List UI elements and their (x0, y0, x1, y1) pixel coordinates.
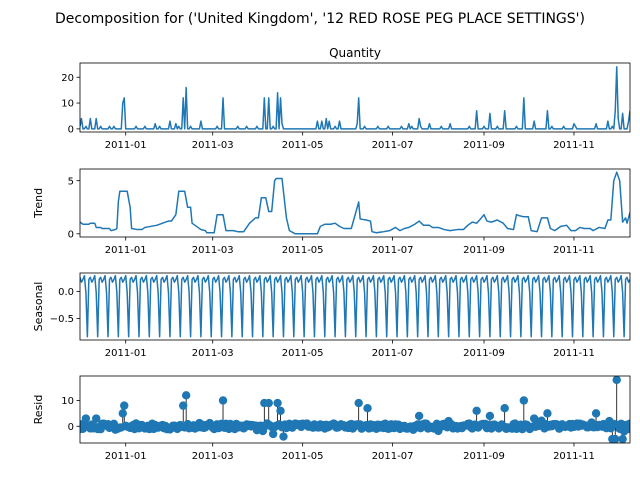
y-tick-label: 10 (61, 99, 74, 110)
plot-area-resid (80, 376, 630, 443)
resid-point (625, 419, 630, 428)
resid-point (500, 404, 509, 413)
resid-point (611, 434, 620, 443)
resid-point (268, 429, 278, 439)
axes-frame-seasonal (79, 272, 631, 341)
plot-area-seasonal (80, 274, 630, 338)
resid-point (273, 398, 282, 408)
y-tick-label: 0 (68, 422, 74, 433)
resid-point (264, 398, 273, 408)
resid-point (118, 409, 127, 418)
resid-point (485, 411, 495, 421)
plot-area-trend (80, 171, 630, 235)
resid-point (179, 401, 188, 410)
x-tick-label: 2011-01 (105, 140, 147, 151)
resid-point (529, 414, 539, 423)
y-tick-label: 5 (68, 176, 74, 187)
resid-point (612, 376, 621, 385)
x-tick-label: 2011-11 (553, 451, 595, 462)
x-tick-label: 2011-07 (372, 140, 414, 151)
resid-point (591, 409, 601, 418)
panel-seasonal: 2011-01 2011-03 2011-05 2011-07 2011-09 2011-… (32, 272, 631, 359)
axes-frame-resid (79, 375, 631, 444)
x-tick-label: 2011-01 (105, 348, 147, 359)
resid-point (92, 414, 101, 423)
x-tick-label: 2011-09 (463, 348, 505, 359)
x-tick-label: 2011-03 (192, 245, 234, 256)
x-tick-label: 2011-09 (463, 140, 505, 151)
y-axis-label: Resid (32, 395, 45, 425)
y-axis-label: Seasonal (32, 282, 45, 332)
series-line-seasonal (80, 274, 630, 338)
resid-point (543, 409, 552, 418)
x-tick-label: 2011-05 (282, 140, 324, 151)
resid-point (276, 406, 285, 415)
figure-suptitle: Decomposition for ('United Kingdom', '12… (55, 11, 585, 27)
x-tick-label: 2011-03 (192, 348, 234, 359)
plot-area-observed (80, 66, 630, 130)
y-tick-label: 10 (61, 396, 74, 407)
series-line-observed (80, 66, 630, 130)
resid-point (414, 411, 424, 421)
y-axis-label: Trend (32, 188, 45, 219)
axes-frame-trend (79, 168, 631, 238)
x-tick-label: 2011-11 (553, 348, 595, 359)
resid-point (618, 434, 627, 443)
y-tick-label: 0.0 (58, 287, 74, 298)
x-tick-label: 2011-11 (553, 140, 595, 151)
x-tick-label: 2011-11 (553, 245, 595, 256)
x-tick-label: 2011-05 (282, 348, 324, 359)
x-tick-label: 2011-07 (372, 451, 414, 462)
x-tick-label: 2011-09 (463, 245, 505, 256)
panel-trend: 2011-01 2011-03 2011-05 2011-07 2011-09 2011-… (32, 168, 631, 256)
decomposition-panels: 2011-01 2011-03 2011-05 2011-07 2011-09 2011-… (32, 46, 631, 462)
panel-title: Quantity (329, 46, 381, 60)
resid-point (218, 396, 228, 405)
resid-point (181, 391, 191, 400)
x-tick-label: 2011-01 (105, 451, 147, 462)
resid-point (363, 404, 372, 413)
x-tick-label: 2011-07 (372, 245, 414, 256)
x-tick-label: 2011-01 (105, 245, 147, 256)
axes-frame-observed (79, 62, 631, 133)
x-tick-label: 2011-09 (463, 451, 505, 462)
x-tick-label: 2011-05 (282, 245, 324, 256)
x-tick-label: 2011-05 (282, 451, 324, 462)
y-tick-label: 0 (68, 124, 74, 135)
y-tick-label: −0.5 (50, 314, 74, 325)
y-tick-label: 0 (68, 229, 74, 240)
resid-point (519, 396, 529, 405)
resid-point (81, 414, 91, 423)
panel-observed: 2011-01 2011-03 2011-05 2011-07 2011-09 2011-… (61, 46, 631, 151)
x-tick-label: 2011-03 (192, 140, 234, 151)
resid-point (472, 406, 481, 415)
x-tick-label: 2011-03 (192, 451, 234, 462)
y-tick-label: 20 (61, 73, 74, 84)
x-tick-label: 2011-07 (372, 348, 414, 359)
resid-point (354, 398, 363, 408)
resid-point (120, 401, 129, 410)
resid-point (279, 432, 288, 441)
series-line-trend (80, 171, 630, 235)
panel-resid: 2011-01 2011-03 2011-05 2011-07 2011-09 2011-… (32, 375, 631, 462)
